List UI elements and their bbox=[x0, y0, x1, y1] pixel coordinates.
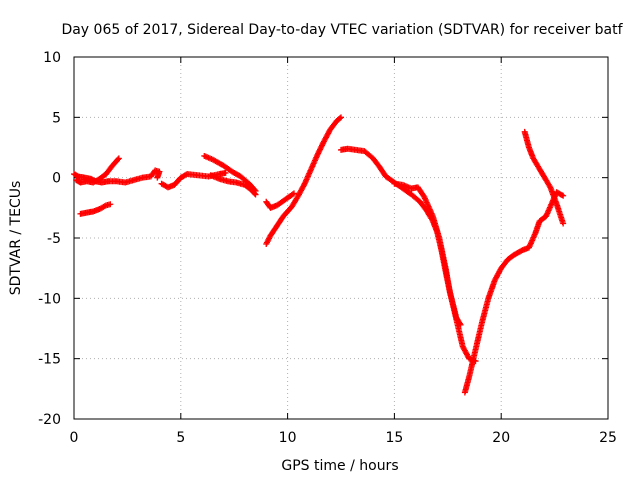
data-point bbox=[222, 169, 229, 176]
series-arc-12 bbox=[461, 189, 567, 396]
series-arc-7 bbox=[207, 172, 259, 198]
x-tick-label: 0 bbox=[70, 430, 79, 446]
data-point bbox=[115, 155, 122, 162]
series-layer bbox=[71, 114, 567, 396]
data-point bbox=[252, 191, 259, 198]
chart-title: Day 065 of 2017, Sidereal Day-to-day VTE… bbox=[61, 22, 623, 38]
data-point bbox=[338, 114, 344, 121]
data-point bbox=[154, 174, 161, 181]
series-arc-9 bbox=[263, 114, 344, 248]
x-tick-label: 20 bbox=[492, 430, 510, 446]
series-arc-5 bbox=[158, 169, 229, 191]
data-point bbox=[291, 190, 298, 197]
y-tick-label: -20 bbox=[38, 412, 61, 428]
interpolated-marker bbox=[101, 203, 108, 210]
interpolated-marker bbox=[558, 192, 565, 199]
grid-layer bbox=[74, 57, 608, 419]
interpolated-marker bbox=[289, 191, 296, 198]
series-arc-4 bbox=[105, 167, 163, 186]
x-tick-label: 10 bbox=[279, 430, 297, 446]
y-tick-label: -5 bbox=[47, 231, 61, 247]
y-tick-label: 0 bbox=[52, 171, 61, 187]
series-arc-8 bbox=[263, 190, 298, 211]
interpolated-marker bbox=[251, 190, 258, 197]
x-tick-label: 25 bbox=[599, 430, 617, 446]
y-tick-label: -10 bbox=[38, 291, 61, 307]
tick-layer: 0 5 10 15 20 25 -20 -15 -10 -5 0 5 10 bbox=[38, 50, 617, 446]
y-tick-label: 5 bbox=[52, 110, 61, 126]
y-axis-label: SDTVAR / TECUs bbox=[8, 181, 24, 296]
series-arc-13 bbox=[521, 128, 567, 227]
x-axis-label: GPS time / hours bbox=[281, 458, 398, 474]
data-point bbox=[107, 201, 114, 208]
interpolated-marker bbox=[456, 320, 463, 327]
data-point bbox=[560, 192, 567, 199]
series-arc-11 bbox=[391, 180, 464, 328]
series-arc-2 bbox=[73, 155, 122, 186]
x-tick-label: 5 bbox=[176, 430, 185, 446]
data-point bbox=[560, 220, 567, 227]
interpolated-marker bbox=[114, 156, 121, 163]
series-arc-3 bbox=[77, 201, 114, 217]
y-tick-label: 10 bbox=[43, 50, 61, 66]
data-point bbox=[457, 321, 464, 328]
interpolated-marker bbox=[336, 115, 343, 122]
y-tick-label: -15 bbox=[38, 352, 61, 368]
x-tick-label: 15 bbox=[385, 430, 403, 446]
